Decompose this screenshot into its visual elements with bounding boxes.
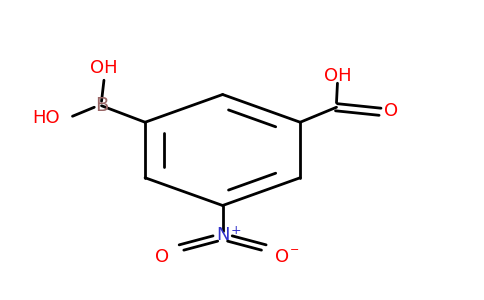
Text: B: B: [95, 96, 108, 115]
Text: OH: OH: [90, 59, 118, 77]
Text: N: N: [216, 226, 229, 244]
Text: OH: OH: [324, 67, 351, 85]
Text: −: −: [289, 245, 299, 255]
Text: +: +: [231, 224, 242, 237]
Text: O: O: [274, 248, 289, 266]
Text: O: O: [384, 102, 398, 120]
Text: HO: HO: [32, 109, 60, 127]
Text: O: O: [155, 248, 169, 266]
